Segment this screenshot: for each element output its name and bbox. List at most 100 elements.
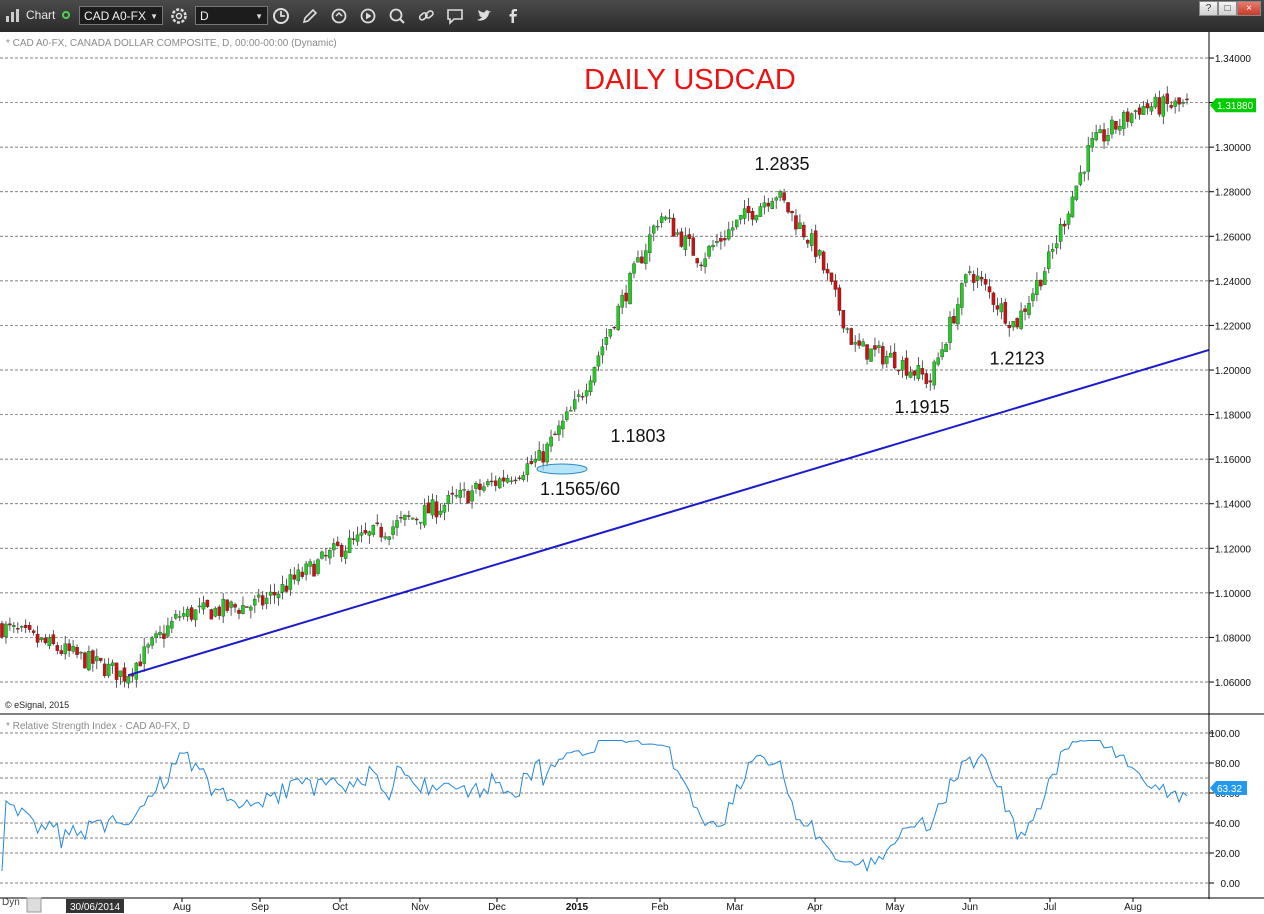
clock-icon[interactable] bbox=[271, 6, 291, 26]
candle-body bbox=[742, 208, 747, 219]
candle-body bbox=[1098, 129, 1102, 134]
candle-body bbox=[908, 371, 913, 378]
scroll-lock-icon[interactable] bbox=[26, 897, 42, 913]
candle-body bbox=[513, 479, 518, 482]
month-label: Mar bbox=[726, 902, 744, 913]
candle-body bbox=[193, 609, 198, 621]
candle-body bbox=[233, 604, 237, 608]
help-button[interactable]: ? bbox=[1199, 1, 1218, 16]
dyn-label[interactable]: Dyn bbox=[2, 897, 20, 908]
candle-body bbox=[284, 585, 289, 592]
price-tick-label: 1.26000 bbox=[1215, 232, 1252, 243]
price-grid bbox=[0, 57, 1209, 683]
chevron-down-icon: ▼ bbox=[255, 12, 263, 21]
candle-body bbox=[245, 606, 249, 608]
candle-body bbox=[648, 234, 652, 254]
candle-body bbox=[91, 650, 95, 664]
candle-body bbox=[351, 538, 356, 540]
candle-body bbox=[569, 410, 573, 412]
chevron-down-icon: ▼ bbox=[150, 12, 158, 21]
interval-select[interactable]: D ▼ bbox=[195, 6, 268, 25]
chart-title: DAILY USDCAD bbox=[584, 64, 796, 96]
candle-body bbox=[4, 623, 8, 638]
copyright-text: © eSignal, 2015 bbox=[5, 700, 69, 710]
candle-body bbox=[79, 651, 83, 654]
candle-body bbox=[434, 501, 439, 518]
candle-body bbox=[596, 355, 601, 367]
toolbar: Chart CAD A0-FX ▼ D ▼ ? □ × bbox=[0, 0, 1264, 33]
candle-body bbox=[35, 633, 40, 643]
candle-body bbox=[170, 620, 174, 629]
candle-body bbox=[1173, 100, 1177, 107]
candle-body bbox=[343, 550, 348, 559]
candle-body bbox=[450, 492, 455, 495]
candle-body bbox=[418, 521, 423, 524]
candle-body bbox=[806, 240, 810, 244]
price-tick-label: 1.12000 bbox=[1215, 544, 1252, 555]
candle-body bbox=[1082, 171, 1087, 174]
cycle-icon[interactable] bbox=[329, 6, 349, 26]
maximize-button[interactable]: □ bbox=[1218, 1, 1237, 16]
candle-body bbox=[731, 227, 735, 231]
candle-body bbox=[904, 357, 909, 376]
candle-body bbox=[1122, 112, 1126, 129]
candle-body bbox=[608, 329, 613, 337]
candle-body bbox=[529, 460, 534, 464]
candle-body bbox=[446, 494, 451, 505]
candle-body bbox=[573, 399, 577, 410]
candle-body bbox=[956, 304, 960, 325]
candle-body bbox=[734, 219, 739, 228]
play-icon[interactable] bbox=[358, 6, 378, 26]
month-label: May bbox=[886, 902, 905, 913]
facebook-icon[interactable] bbox=[503, 6, 523, 26]
candle-body bbox=[1110, 119, 1114, 135]
price-tick-label: 1.34000 bbox=[1215, 54, 1252, 65]
rsi-line bbox=[1, 739, 1188, 873]
candle-body bbox=[1149, 106, 1154, 112]
candle-body bbox=[497, 478, 502, 489]
candle-body bbox=[122, 667, 127, 682]
candle-body bbox=[537, 450, 541, 461]
chat-icon[interactable] bbox=[445, 6, 465, 26]
candle-body bbox=[711, 245, 715, 248]
candle-body bbox=[1102, 129, 1106, 142]
pencil-icon[interactable] bbox=[300, 6, 320, 26]
close-button[interactable]: × bbox=[1237, 1, 1261, 16]
symbol-select[interactable]: CAD A0-FX ▼ bbox=[79, 6, 163, 25]
current-price-label: 1.31880 bbox=[1217, 101, 1254, 112]
candle-body bbox=[225, 599, 229, 611]
chart-area[interactable]: 1.340001.320001.300001.280001.260001.240… bbox=[0, 32, 1264, 914]
candle-body bbox=[691, 237, 696, 256]
candle-body bbox=[426, 502, 431, 514]
candle-body bbox=[592, 367, 597, 383]
candle-body bbox=[110, 662, 115, 666]
candle-body bbox=[470, 490, 474, 502]
price-tick-label: 1.10000 bbox=[1215, 589, 1252, 600]
connection-status-icon bbox=[62, 11, 70, 19]
candle-body bbox=[829, 272, 834, 282]
candle-body bbox=[241, 605, 245, 614]
gear-icon[interactable] bbox=[169, 6, 189, 26]
candle-body bbox=[162, 633, 166, 639]
link-icon[interactable] bbox=[416, 6, 436, 26]
candle-body bbox=[869, 348, 873, 362]
candle-body bbox=[889, 352, 893, 358]
candle-body bbox=[1007, 325, 1012, 329]
candle-body bbox=[328, 550, 332, 559]
candle-body bbox=[486, 481, 490, 486]
search-icon[interactable] bbox=[387, 6, 407, 26]
candle-body bbox=[501, 477, 506, 482]
candle-body bbox=[312, 563, 316, 577]
twitter-icon[interactable] bbox=[474, 6, 494, 26]
candle-body bbox=[952, 316, 956, 324]
candle-body bbox=[1027, 303, 1031, 315]
candle-body bbox=[414, 518, 419, 521]
candle-body bbox=[55, 645, 60, 651]
candle-body bbox=[458, 489, 462, 498]
current-price-tag: 1.31880 bbox=[1210, 98, 1256, 113]
candle-body bbox=[158, 632, 162, 635]
candle-body bbox=[628, 273, 632, 305]
candle-body bbox=[525, 463, 530, 475]
candle-body bbox=[237, 609, 241, 614]
candle-body bbox=[1086, 145, 1091, 172]
